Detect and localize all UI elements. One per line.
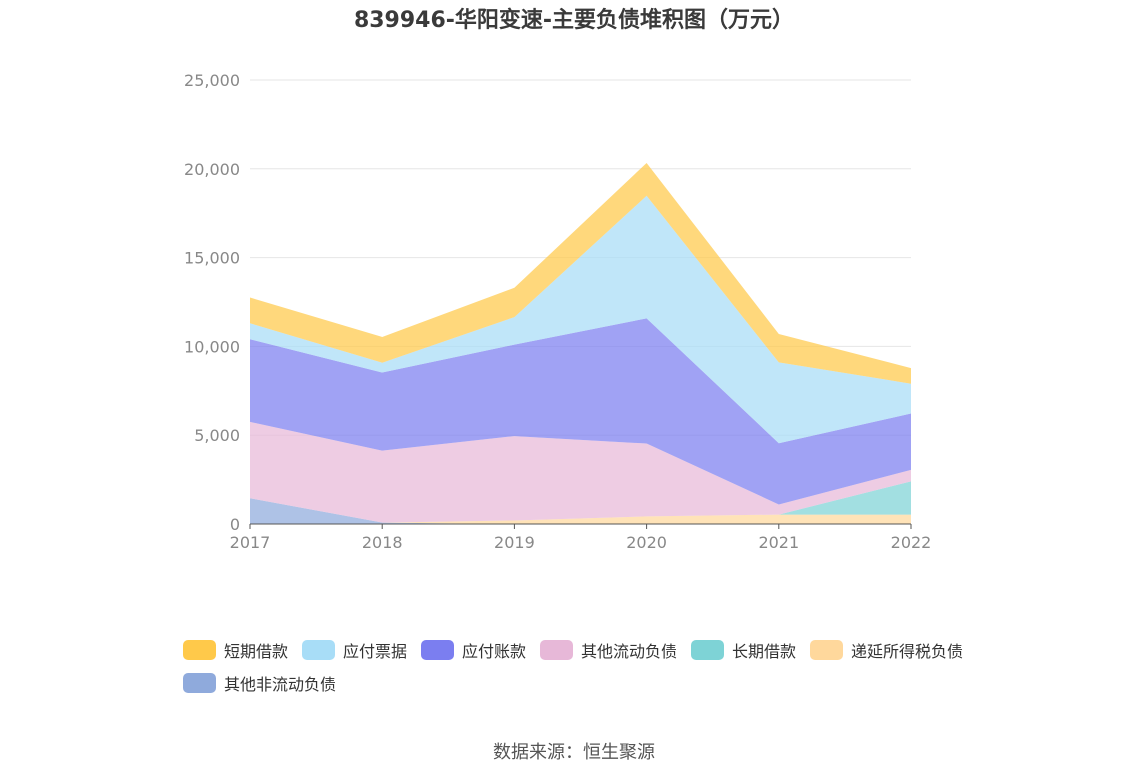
x-tick-label: 2018 xyxy=(362,533,403,552)
legend-swatch xyxy=(183,673,216,693)
legend-label: 递延所得税负债 xyxy=(851,642,964,661)
legend-item-other-current-liabilities[interactable]: 其他流动负债 xyxy=(540,638,677,662)
legend-item-notes-payable[interactable]: 应付票据 xyxy=(302,638,407,662)
area-series xyxy=(250,318,911,505)
legend-item-accounts-payable[interactable]: 应付账款 xyxy=(421,638,526,662)
legend-label: 短期借款 xyxy=(224,642,289,661)
x-tick-label: 2020 xyxy=(626,533,667,552)
area-series xyxy=(250,498,911,524)
x-tick-label: 2021 xyxy=(758,533,799,552)
legend-swatch xyxy=(302,640,335,660)
area-series xyxy=(250,498,911,524)
area-series xyxy=(250,162,911,384)
legend-swatch xyxy=(540,640,573,660)
x-tick-label: 2022 xyxy=(891,533,932,552)
legend-swatch xyxy=(691,640,724,660)
legend-swatch xyxy=(421,640,454,660)
legend-label: 其他流动负债 xyxy=(581,642,678,661)
legend-label: 其他非流动负债 xyxy=(224,675,337,694)
legend-item-short-term-loans[interactable]: 短期借款 xyxy=(183,638,288,662)
legend-label: 应付票据 xyxy=(343,642,408,661)
area-layer xyxy=(250,162,911,524)
area-series xyxy=(250,421,911,523)
data-source-note: 数据来源：恒生聚源 xyxy=(493,742,655,763)
legend-swatch xyxy=(183,640,216,660)
legend-label: 应付账款 xyxy=(462,642,527,661)
chart-title: 839946-华阳变速-主要负债堆积图（万元） xyxy=(353,8,795,33)
axis-layer: 0 5,000 10,000 15,000 20,000 25,000 2017 2018 20… xyxy=(184,71,931,552)
area-series xyxy=(250,195,911,444)
legend-label: 长期借款 xyxy=(732,642,797,661)
x-tick-label: 2017 xyxy=(230,533,271,552)
y-tick-label: 10,000 xyxy=(184,337,240,356)
legend-swatch xyxy=(810,640,843,660)
legend-item-other-noncurrent-liabilities[interactable]: 其他非流动负债 xyxy=(183,671,336,695)
y-tick-label: 5,000 xyxy=(194,426,240,445)
x-tick-label: 2019 xyxy=(494,533,535,552)
y-tick-label: 20,000 xyxy=(184,160,240,179)
legend-item-deferred-tax-liabilities[interactable]: 递延所得税负债 xyxy=(810,638,963,662)
legend-item-long-term-loans[interactable]: 长期借款 xyxy=(691,638,796,662)
y-tick-label: 15,000 xyxy=(184,249,240,268)
y-tick-label: 25,000 xyxy=(184,71,240,90)
y-tick-label: 0 xyxy=(230,515,240,534)
